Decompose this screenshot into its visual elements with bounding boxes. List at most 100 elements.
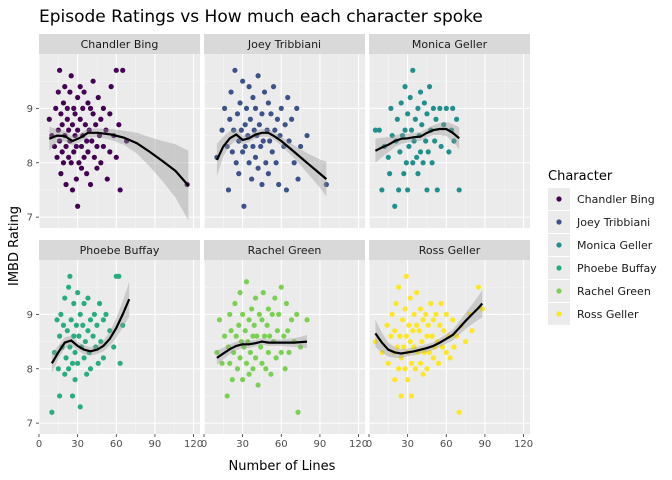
- data-point: [396, 187, 402, 193]
- chart-title: Episode Ratings vs How much each charact…: [39, 7, 483, 27]
- facet-strip: [369, 240, 530, 260]
- data-point: [75, 203, 81, 209]
- data-point: [64, 328, 70, 334]
- data-point: [245, 132, 251, 139]
- data-point: [396, 366, 402, 372]
- data-point: [269, 149, 275, 155]
- data-point: [91, 154, 97, 160]
- data-point: [237, 355, 243, 361]
- data-point: [265, 349, 271, 356]
- data-point: [261, 333, 268, 339]
- data-point: [424, 366, 430, 372]
- facet-strip: [369, 34, 530, 54]
- data-point: [247, 349, 253, 356]
- data-point: [98, 116, 104, 122]
- data-point: [103, 127, 109, 133]
- data-point: [304, 132, 310, 139]
- data-point: [68, 160, 74, 166]
- data-point: [389, 311, 395, 317]
- data-point: [82, 338, 88, 345]
- data-point: [430, 317, 436, 323]
- data-point: [63, 355, 69, 361]
- data-point: [250, 94, 256, 101]
- data-point: [249, 306, 255, 312]
- data-point: [81, 154, 87, 160]
- data-point: [396, 284, 402, 290]
- smooth-line: [374, 302, 484, 355]
- data-point: [425, 322, 431, 328]
- data-point: [219, 360, 225, 366]
- y-tick-label: 9: [27, 310, 33, 321]
- data-point: [252, 105, 259, 111]
- data-point: [265, 306, 271, 312]
- data-point: [443, 311, 449, 317]
- data-point: [49, 409, 55, 415]
- data-point: [54, 154, 60, 160]
- data-point: [417, 149, 424, 155]
- facet-strip-label: Rachel Green: [248, 244, 322, 257]
- x-tick-label: 60: [440, 439, 453, 450]
- data-point: [67, 344, 73, 350]
- data-point: [397, 333, 403, 339]
- legend-key-chandler-bing: [556, 196, 562, 202]
- facet-strip: [204, 240, 365, 260]
- data-point: [453, 333, 460, 339]
- facet-strip-label: Ross Geller: [419, 244, 481, 257]
- data-point: [246, 371, 252, 377]
- data-point: [72, 132, 78, 139]
- data-point: [234, 111, 241, 117]
- data-point: [225, 187, 232, 193]
- x-axis-title: Number of Lines: [229, 459, 336, 474]
- data-point: [216, 317, 223, 323]
- data-point: [94, 165, 100, 171]
- data-point: [420, 371, 426, 377]
- data-point: [283, 300, 290, 307]
- data-point: [62, 84, 68, 90]
- data-point: [222, 333, 228, 339]
- data-point: [265, 100, 271, 106]
- data-point: [420, 317, 426, 323]
- data-point: [288, 116, 295, 122]
- confidence-band: [49, 126, 189, 221]
- data-point: [85, 149, 91, 155]
- data-point: [103, 311, 109, 317]
- data-point: [407, 338, 413, 345]
- x-tick-label: 30: [71, 439, 84, 450]
- data-point: [281, 333, 287, 339]
- data-point: [304, 317, 310, 323]
- data-point: [236, 171, 242, 177]
- data-point: [397, 149, 403, 155]
- data-point: [93, 344, 99, 350]
- data-point: [438, 300, 444, 307]
- data-point: [447, 355, 453, 361]
- data-point: [456, 409, 462, 415]
- data-point: [259, 111, 265, 117]
- data-point: [236, 322, 242, 328]
- data-point: [55, 127, 61, 133]
- x-tick-label: 0: [366, 439, 372, 450]
- data-point: [255, 73, 261, 79]
- legend-title: Character: [548, 169, 613, 184]
- legend-label-ross-geller: Ross Geller: [577, 308, 639, 321]
- data-point: [282, 366, 288, 372]
- data-point: [84, 171, 90, 177]
- data-point: [82, 122, 88, 128]
- data-point: [113, 154, 119, 160]
- data-point: [283, 187, 290, 193]
- data-point: [298, 344, 304, 350]
- data-point: [66, 284, 72, 290]
- data-point: [415, 105, 421, 111]
- data-point: [424, 111, 430, 117]
- data-point: [446, 149, 452, 155]
- x-tick-label: 30: [401, 439, 414, 450]
- data-point: [421, 100, 427, 106]
- legend-label-monica-geller: Monica Geller: [577, 239, 653, 252]
- data-point: [263, 160, 269, 166]
- data-point: [259, 317, 265, 323]
- data-point: [117, 187, 123, 193]
- data-point: [255, 382, 261, 388]
- data-point: [265, 171, 271, 177]
- data-point: [273, 160, 279, 166]
- data-point: [231, 349, 237, 356]
- data-point: [258, 143, 264, 150]
